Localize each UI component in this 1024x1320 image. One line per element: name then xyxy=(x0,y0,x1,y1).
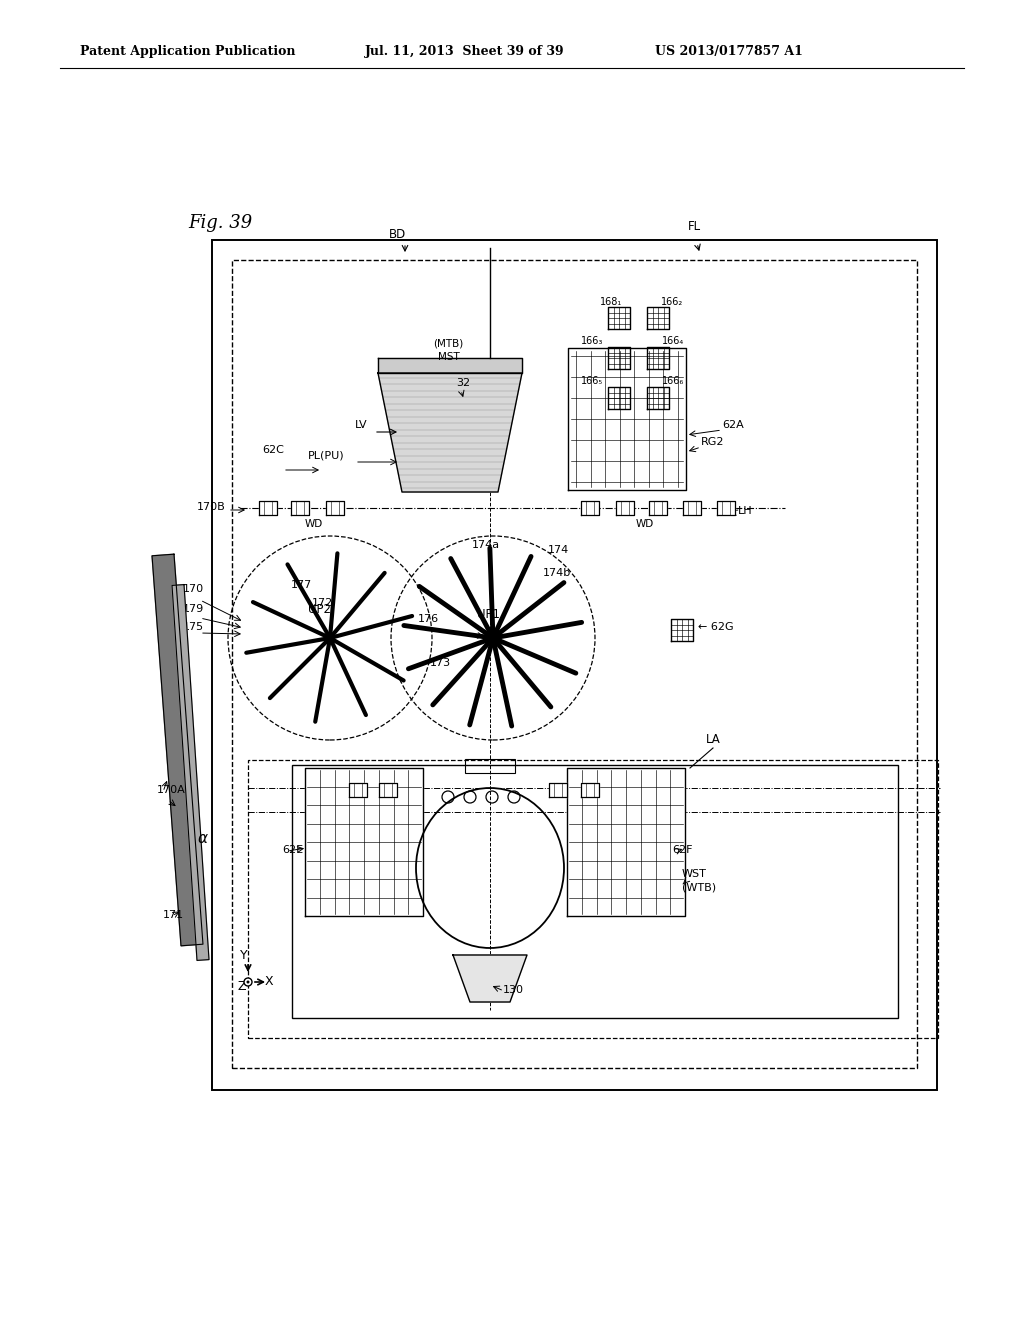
Polygon shape xyxy=(671,619,693,642)
Text: UP1: UP1 xyxy=(477,609,500,620)
Text: LA: LA xyxy=(706,733,721,746)
Text: FL: FL xyxy=(688,220,701,234)
Text: 62C: 62C xyxy=(262,445,284,455)
Text: 177: 177 xyxy=(291,579,312,590)
Bar xyxy=(232,260,918,1068)
Polygon shape xyxy=(647,347,669,370)
Text: 174b: 174b xyxy=(543,568,571,578)
Text: 171: 171 xyxy=(163,909,184,920)
Polygon shape xyxy=(379,783,397,797)
Text: BD: BD xyxy=(388,228,406,242)
Text: (WTB): (WTB) xyxy=(682,883,716,894)
Bar xyxy=(465,759,515,774)
Polygon shape xyxy=(305,768,423,916)
Text: 166₂: 166₂ xyxy=(662,297,683,308)
Text: 168₁: 168₁ xyxy=(600,297,623,308)
Text: Z: Z xyxy=(237,979,246,993)
Text: 176: 176 xyxy=(418,614,439,624)
Polygon shape xyxy=(683,502,701,515)
Text: WD: WD xyxy=(636,519,654,529)
Polygon shape xyxy=(608,347,630,370)
Text: 179: 179 xyxy=(183,605,204,614)
Text: Patent Application Publication: Patent Application Publication xyxy=(80,45,296,58)
Text: 170B: 170B xyxy=(197,502,225,512)
Text: 166₃: 166₃ xyxy=(581,337,603,346)
Polygon shape xyxy=(647,387,669,409)
Text: LH: LH xyxy=(738,506,753,516)
Text: Y: Y xyxy=(240,949,248,962)
Text: 166₄: 166₄ xyxy=(662,337,684,346)
Text: 62E: 62E xyxy=(282,845,303,855)
Text: 32: 32 xyxy=(456,378,470,388)
Text: US 2013/0177857 A1: US 2013/0177857 A1 xyxy=(655,45,803,58)
Text: 170: 170 xyxy=(183,583,204,594)
Text: Fig. 39: Fig. 39 xyxy=(188,214,252,232)
Polygon shape xyxy=(581,502,599,515)
Polygon shape xyxy=(717,502,735,515)
Text: 173: 173 xyxy=(430,657,452,668)
Text: 174a: 174a xyxy=(472,540,500,550)
Bar xyxy=(212,240,937,1090)
Polygon shape xyxy=(172,585,209,961)
Polygon shape xyxy=(259,502,278,515)
Polygon shape xyxy=(608,308,630,329)
Polygon shape xyxy=(349,783,367,797)
Polygon shape xyxy=(616,502,634,515)
Polygon shape xyxy=(581,783,599,797)
Text: 175: 175 xyxy=(183,622,204,632)
Polygon shape xyxy=(291,502,309,515)
Text: 62F: 62F xyxy=(672,845,692,855)
Text: 172: 172 xyxy=(312,598,333,609)
Text: MST: MST xyxy=(438,352,460,362)
Text: 166₆: 166₆ xyxy=(662,376,684,385)
Text: 166₅: 166₅ xyxy=(581,376,603,385)
Text: RG2: RG2 xyxy=(701,437,725,447)
Text: 170A: 170A xyxy=(157,785,185,795)
Polygon shape xyxy=(647,308,669,329)
Polygon shape xyxy=(453,954,527,1002)
Polygon shape xyxy=(649,502,667,515)
Polygon shape xyxy=(549,783,567,797)
Polygon shape xyxy=(378,374,522,492)
Polygon shape xyxy=(378,358,522,374)
Bar xyxy=(292,766,898,1018)
Polygon shape xyxy=(152,554,203,946)
Circle shape xyxy=(244,978,252,986)
Text: X: X xyxy=(265,975,273,987)
Text: UP2: UP2 xyxy=(308,603,331,616)
Polygon shape xyxy=(326,502,344,515)
Text: WD: WD xyxy=(305,519,324,529)
Text: 130: 130 xyxy=(503,985,524,995)
Text: Jul. 11, 2013  Sheet 39 of 39: Jul. 11, 2013 Sheet 39 of 39 xyxy=(365,45,564,58)
Text: PL(PU): PL(PU) xyxy=(308,450,345,459)
Text: ← 62G: ← 62G xyxy=(698,622,733,632)
Circle shape xyxy=(247,981,250,983)
Bar xyxy=(248,760,938,1038)
Text: 174: 174 xyxy=(548,545,569,554)
Text: WST: WST xyxy=(682,869,707,879)
Polygon shape xyxy=(567,768,685,916)
Text: (MTB): (MTB) xyxy=(433,338,463,348)
Polygon shape xyxy=(568,348,686,490)
Text: LV: LV xyxy=(355,420,368,430)
Polygon shape xyxy=(608,387,630,409)
Text: 62A: 62A xyxy=(722,420,743,430)
Text: $\alpha$: $\alpha$ xyxy=(197,832,209,846)
